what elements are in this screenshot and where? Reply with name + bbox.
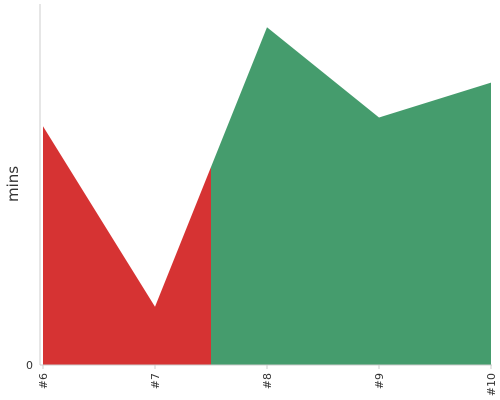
x-tick-label: #6 [37,373,50,389]
area-segment-red [43,126,211,365]
x-tick-label: #10 [485,373,498,396]
x-tick-label: #8 [261,373,274,389]
x-tick-label: #9 [373,373,386,389]
area-segment-green [211,27,491,366]
x-tick-label: #7 [149,373,162,389]
y-axis-title: mins [4,166,22,202]
y-tick-label: 0 [26,359,33,372]
tick-layer: #6 #7 #8 #9 #10 0 [26,359,498,396]
area-layer [43,27,491,366]
